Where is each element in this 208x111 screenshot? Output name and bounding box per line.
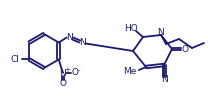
Text: Cl: Cl — [10, 55, 19, 64]
Text: O: O — [71, 68, 78, 77]
Text: N: N — [161, 75, 167, 84]
Text: N: N — [59, 69, 66, 78]
Text: N: N — [66, 33, 73, 42]
Text: Me: Me — [123, 66, 136, 75]
Text: -: - — [77, 67, 80, 73]
Text: O: O — [59, 79, 66, 88]
Text: N: N — [158, 28, 164, 37]
Text: +: + — [64, 67, 70, 73]
Text: HO: HO — [124, 24, 138, 33]
Text: O: O — [182, 45, 188, 54]
Text: N: N — [79, 38, 86, 47]
